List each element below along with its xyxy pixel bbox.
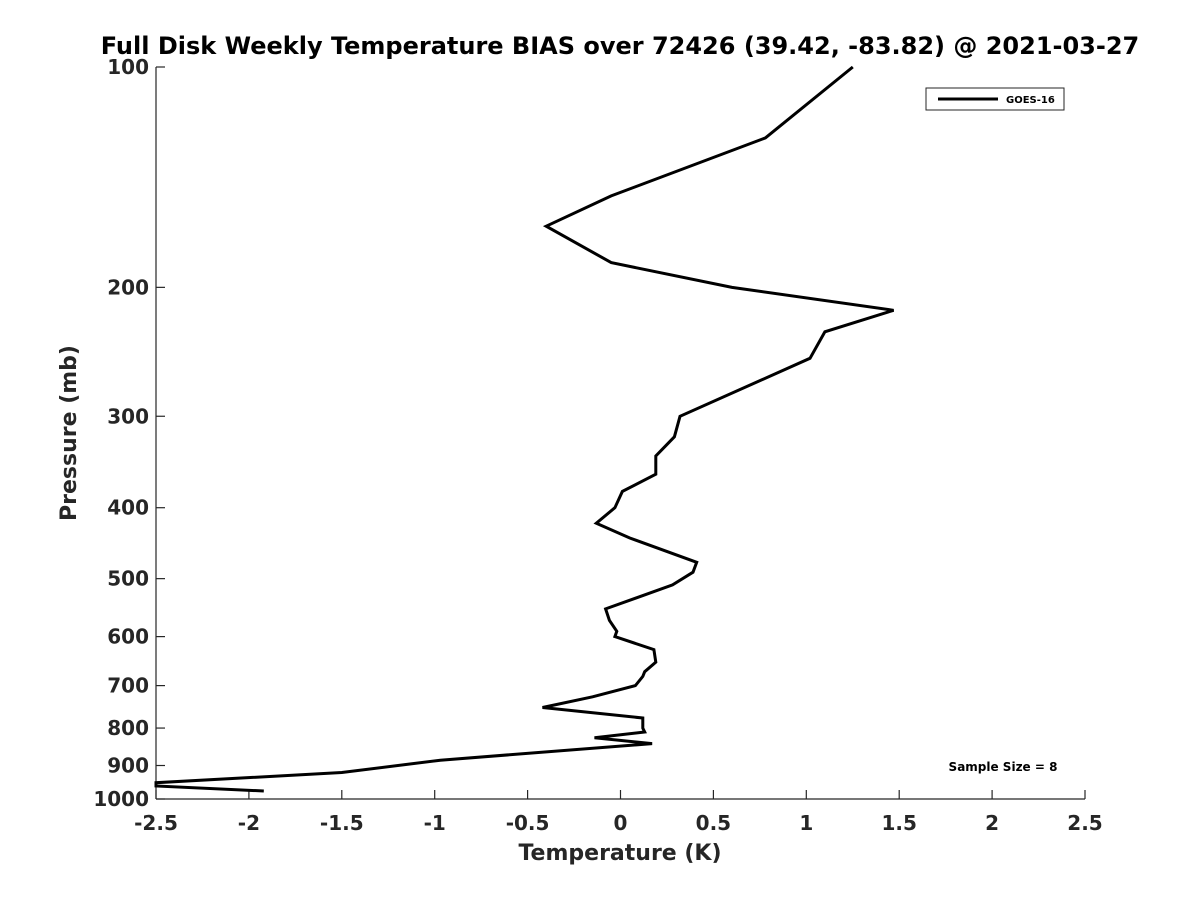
x-tick-label: 0.5 <box>696 811 731 835</box>
plot-area <box>155 67 1085 800</box>
series-line-goes-16 <box>154 65 895 793</box>
y-tick-label: 200 <box>107 275 149 299</box>
x-axis-label: Temperature (K) <box>518 841 721 866</box>
x-tick-label: -2 <box>238 811 260 835</box>
legend-entry-goes-16: GOES-16 <box>1006 95 1055 106</box>
y-axis-label: Pressure (mb) <box>57 345 82 521</box>
y-tick-label: 400 <box>107 496 149 520</box>
legend: GOES-16 <box>925 87 1065 111</box>
x-tick-label: -0.5 <box>506 811 550 835</box>
x-axis-ticks: -2.5 -2 -1.5 -1 -0.5 0 0.5 1 1.5 2 2.5 <box>134 790 1103 835</box>
series-layer <box>154 65 895 793</box>
y-tick-label: 300 <box>107 404 149 428</box>
y-tick-label: 500 <box>107 567 149 591</box>
x-tick-label: 1 <box>799 811 813 835</box>
y-axis-ticks: 100 200 300 400 500 600 700 800 900 1000 <box>93 55 165 811</box>
x-tick-label: -1.5 <box>320 811 364 835</box>
y-tick-label: 100 <box>107 55 149 79</box>
x-tick-label: 1.5 <box>881 811 916 835</box>
y-tick-label: 900 <box>107 754 149 778</box>
plot-background <box>156 67 1085 799</box>
sample-size-annotation: Sample Size = 8 <box>949 760 1058 774</box>
x-tick-label: 2 <box>985 811 999 835</box>
y-tick-label: 600 <box>107 625 149 649</box>
x-tick-label: 0 <box>614 811 628 835</box>
y-tick-label: 1000 <box>93 787 149 811</box>
y-tick-label: 700 <box>107 674 149 698</box>
x-tick-label: -1 <box>424 811 446 835</box>
y-tick-label: 800 <box>107 716 149 740</box>
x-tick-label: 2.5 <box>1067 811 1102 835</box>
chart-title: Full Disk Weekly Temperature BIAS over 7… <box>101 32 1140 60</box>
x-tick-label: -2.5 <box>134 811 178 835</box>
